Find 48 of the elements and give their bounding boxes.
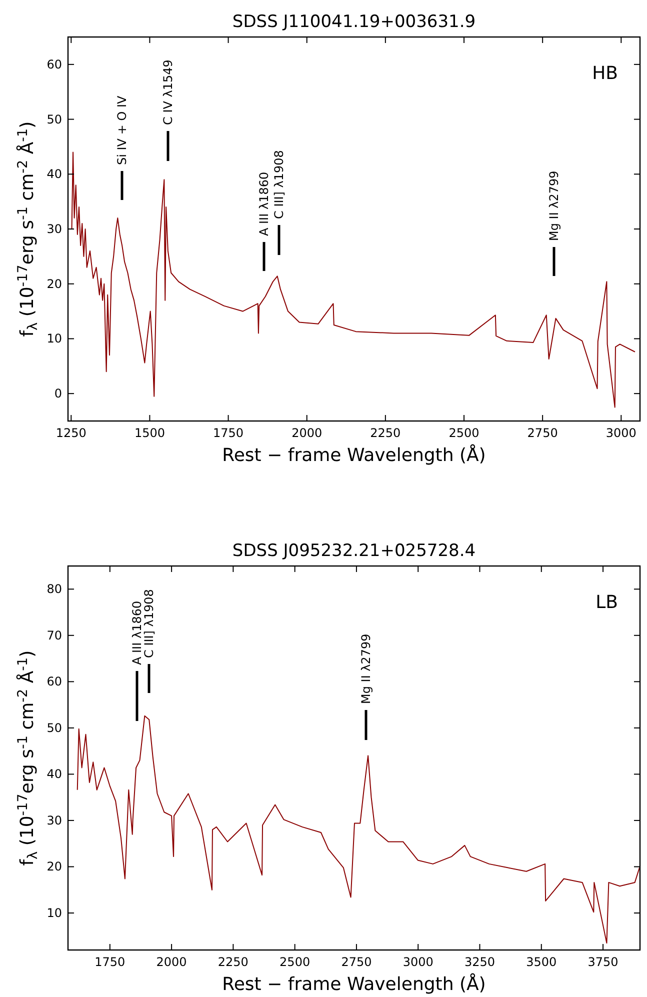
y-tick-label: 30	[46, 222, 62, 236]
chart-title: SDSS J110041.19+003631.9	[232, 12, 476, 32]
annotation: Mg II λ2799	[359, 634, 373, 704]
x-tick-label: 3250	[464, 955, 496, 969]
x-tick-label: 2000	[292, 426, 322, 440]
y-tick-label: 40	[46, 167, 62, 182]
x-tick-label: 1750	[213, 426, 244, 440]
annotation: A III λ1860	[130, 600, 144, 665]
x-tick-label: 2250	[218, 955, 248, 969]
annotation: Si IV + O IV	[115, 95, 129, 165]
x-tick-label: 1500	[134, 426, 165, 440]
x-tick-label: 1750	[94, 955, 126, 969]
x-tick-label: 2000	[156, 955, 187, 969]
x-tick-label: 3000	[606, 426, 636, 440]
annotation: HB	[592, 63, 618, 84]
annotation: C III] λ1908	[142, 589, 156, 658]
y-tick-label: 10	[46, 332, 62, 346]
x-axis-title: Rest − frame Wavelength (Å)	[222, 444, 486, 466]
x-tick-label: 1250	[56, 426, 86, 440]
y-tick-label: 70	[46, 628, 62, 642]
x-tick-label: 3500	[526, 955, 557, 969]
y-tick-label: 60	[46, 674, 62, 689]
y-tick-label: 50	[46, 112, 62, 126]
annotation: LB	[596, 592, 618, 613]
x-tick-label: 3000	[402, 955, 434, 969]
y-tick-label: 50	[46, 720, 62, 735]
annotation: C IV λ1549	[161, 60, 175, 125]
x-tick-label: 2750	[527, 426, 558, 440]
annotation: C III] λ1908	[272, 150, 286, 219]
x-tick-label: 2250	[370, 426, 401, 440]
y-tick-label: 80	[46, 582, 62, 596]
y-tick-label: 40	[46, 767, 62, 782]
x-tick-label: 2750	[341, 955, 372, 969]
y-tick-label: 20	[46, 860, 62, 874]
y-tick-label: 0	[54, 386, 62, 401]
x-tick-label: 2500	[280, 955, 310, 969]
annotation: Mg II λ2799	[547, 170, 561, 241]
x-tick-label: 2500	[448, 426, 480, 440]
line-series	[71, 152, 636, 408]
y-tick-label: 60	[46, 57, 62, 72]
y-tick-label: 10	[46, 906, 62, 920]
chart-title: SDSS J095232.21+025728.4	[232, 541, 476, 561]
y-tick-label: 20	[46, 276, 62, 291]
line-series	[76, 715, 640, 944]
annotation: A III λ1860	[257, 172, 271, 236]
x-tick-label: 3750	[588, 955, 618, 969]
y-tick-label: 30	[46, 813, 62, 828]
x-axis-title: Rest − frame Wavelength (Å)	[222, 973, 486, 995]
